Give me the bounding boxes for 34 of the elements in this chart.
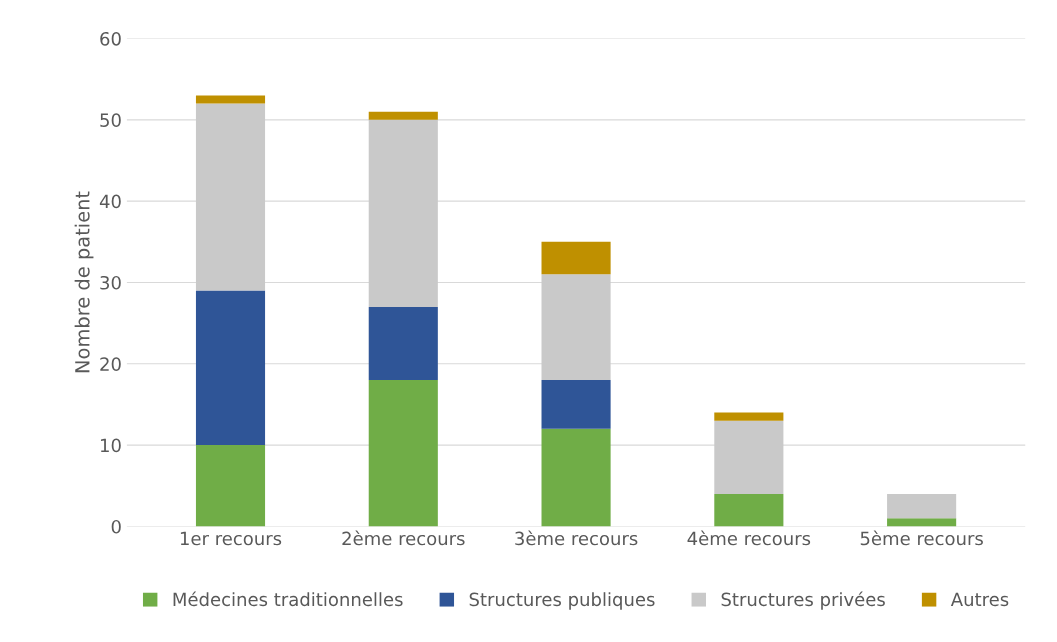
x-tick-label: 4ème recours (687, 530, 811, 546)
bar (541, 428, 611, 527)
x-tick-label: 1er recours (180, 531, 282, 546)
bar (368, 306, 438, 381)
legend-label: Autres (950, 592, 1009, 607)
bar (887, 518, 957, 527)
legend-label: Médecines traditionnelles (173, 591, 403, 607)
y-tick-label: 0 (111, 519, 121, 534)
bar (887, 493, 957, 519)
y-tick-label: 20 (100, 357, 121, 371)
bar (541, 274, 611, 381)
bar (541, 241, 611, 275)
bar (195, 445, 266, 527)
y-axis-title: Nombre de patient (74, 191, 94, 373)
bar (368, 111, 438, 120)
bar (195, 290, 266, 446)
bar (714, 493, 784, 527)
bar (195, 95, 266, 104)
bar (368, 380, 438, 527)
x-tick-label: 2ème recours (342, 530, 465, 546)
y-tick-label: 40 (99, 194, 121, 209)
y-tick-label: 10 (100, 438, 121, 453)
y-tick-label: 30 (100, 275, 121, 290)
bar (714, 420, 784, 494)
bar (541, 380, 611, 429)
bar (714, 412, 784, 421)
x-tick-label: 3ème recours (515, 530, 638, 546)
x-tick-label: 5ème recours (860, 530, 983, 546)
legend-label: Structures privées (721, 591, 885, 610)
y-tick-label: 60 (100, 31, 121, 46)
bar (195, 103, 266, 291)
y-tick-label: 50 (100, 113, 121, 127)
legend-label: Structures publiques (469, 592, 655, 610)
bar (368, 119, 438, 307)
